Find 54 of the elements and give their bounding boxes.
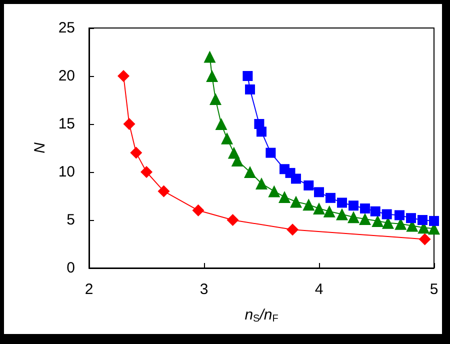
point <box>418 215 428 225</box>
point <box>256 178 268 190</box>
point <box>256 126 266 137</box>
point <box>245 84 255 94</box>
point <box>326 192 336 203</box>
point <box>210 93 222 106</box>
point <box>382 209 392 220</box>
point <box>290 196 302 208</box>
point <box>204 50 216 63</box>
point <box>359 213 371 226</box>
point <box>323 205 336 218</box>
y-tick-label: 20 <box>58 68 75 84</box>
point <box>337 198 347 208</box>
y-tick-label: 25 <box>58 20 75 36</box>
point <box>406 213 416 224</box>
y-axis-title: N <box>31 142 48 154</box>
point <box>429 216 439 226</box>
y-tick-label: 10 <box>58 164 75 180</box>
point <box>226 214 239 226</box>
point <box>266 148 276 158</box>
x-tick-label: 2 <box>84 281 94 298</box>
point <box>313 202 325 214</box>
point <box>394 210 404 220</box>
point <box>348 200 358 211</box>
point <box>192 204 204 216</box>
point <box>140 166 152 178</box>
x-tick-label: 4 <box>314 281 324 298</box>
point <box>372 214 384 227</box>
y-tick-label: 15 <box>58 116 75 132</box>
point <box>123 118 136 130</box>
point <box>418 233 431 246</box>
point <box>278 190 290 203</box>
point <box>286 224 299 236</box>
x-tick-label: 3 <box>200 281 208 298</box>
point <box>314 187 324 198</box>
point <box>348 211 360 224</box>
point <box>268 185 280 198</box>
point <box>370 206 380 216</box>
point <box>206 70 218 82</box>
point <box>158 185 170 198</box>
point <box>302 198 315 211</box>
point <box>118 70 130 82</box>
y-tick-label: 0 <box>66 260 75 276</box>
point <box>221 132 233 144</box>
point <box>291 174 301 184</box>
point <box>244 166 256 178</box>
point <box>215 118 228 130</box>
x-tick-label: 5 <box>430 281 438 298</box>
point <box>130 146 142 159</box>
point <box>336 208 348 220</box>
point <box>242 71 253 81</box>
point <box>360 203 370 214</box>
point <box>304 180 314 190</box>
y-tick-label: 5 <box>66 212 75 228</box>
